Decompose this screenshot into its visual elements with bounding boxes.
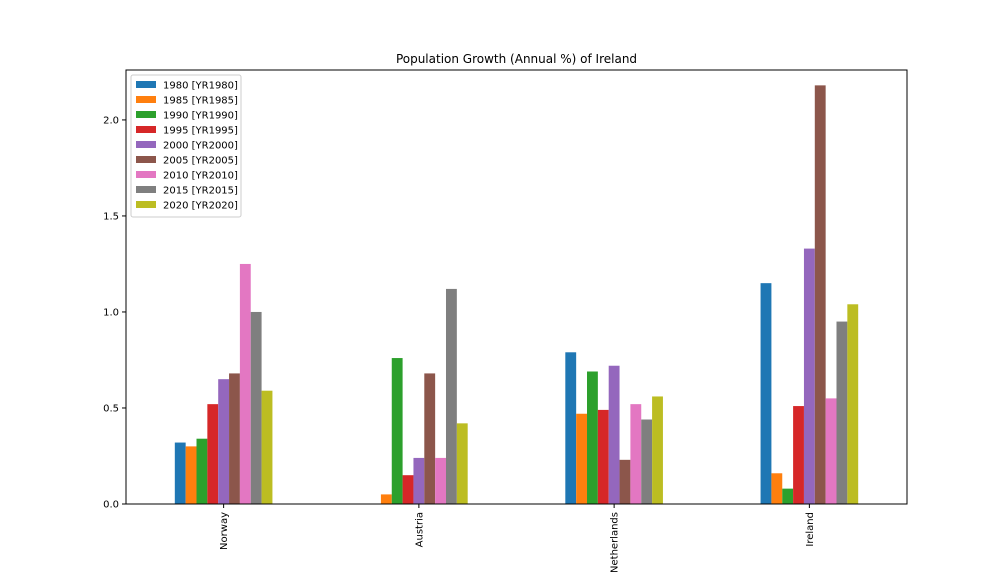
- bar-austria-2010: [435, 457, 446, 504]
- bar-ireland-2015: [836, 321, 848, 504]
- bar-austria-2015: [445, 288, 457, 504]
- legend-swatch: [136, 81, 156, 88]
- legend-swatch: [136, 141, 156, 148]
- bar-austria-2005: [424, 373, 436, 504]
- bar-norway-1990: [196, 438, 208, 504]
- bar-netherlands-1985: [576, 413, 588, 504]
- legend-swatch: [136, 186, 156, 193]
- x-axis: Norway Austria Netherlands Ireland: [219, 504, 816, 573]
- bar-norway-1980: [174, 442, 186, 504]
- bar-netherlands-1980: [565, 352, 577, 504]
- y-tick-label: 2.0: [103, 115, 119, 126]
- legend-label: 1985 [YR1985]: [163, 96, 238, 107]
- legend-swatch: [136, 126, 156, 133]
- bar-norway-1985: [185, 446, 197, 504]
- bar-norway-2010: [239, 263, 251, 504]
- x-tick-label: Norway: [219, 512, 230, 550]
- x-tick-label: Netherlands: [610, 512, 621, 573]
- legend-label: 2020 [YR2020]: [163, 201, 238, 212]
- bar-netherlands-1990: [587, 371, 598, 504]
- bar-netherlands-2000: [608, 365, 620, 504]
- y-tick-label: 0.5: [103, 403, 119, 414]
- bar-ireland-2010: [825, 398, 837, 504]
- legend-label: 2000 [YR2000]: [163, 141, 238, 152]
- bar-netherlands-1995: [597, 409, 609, 504]
- bar-norway-1995: [207, 404, 219, 504]
- bar-ireland-1995: [793, 406, 804, 504]
- bar-netherlands-2005: [619, 459, 631, 504]
- bar-norway-2005: [229, 373, 240, 504]
- y-tick-label: 1.0: [103, 307, 119, 318]
- legend: 1980 [YR1980] 1985 [YR1985] 1990 [YR1990] 1…: [130, 74, 242, 218]
- bar-netherlands-2015: [641, 419, 653, 504]
- bar-norway-2020: [261, 390, 273, 504]
- legend-swatch: [136, 201, 156, 208]
- bar-ireland-1980: [760, 283, 772, 504]
- legend-label: 2005 [YR2005]: [163, 156, 238, 167]
- legend-swatch: [136, 156, 156, 163]
- bar-ireland-2005: [814, 85, 826, 505]
- x-tick-label: Austria: [414, 512, 425, 547]
- bar-netherlands-2010: [630, 404, 642, 504]
- y-axis: 0.0 0.5 1.0 1.5 2.0: [103, 115, 126, 511]
- bar-austria-1995: [402, 475, 414, 504]
- bar-austria-2000: [413, 457, 425, 504]
- bar-ireland-2020: [847, 304, 859, 504]
- legend-box: [130, 74, 242, 218]
- legend-swatch: [136, 111, 156, 118]
- bar-austria-2020: [456, 423, 468, 504]
- bar-ireland-1985: [771, 473, 783, 504]
- bar-ireland-1990: [782, 488, 794, 504]
- bar-netherlands-2020: [652, 396, 663, 504]
- bar-norway-2015: [250, 311, 262, 504]
- y-tick-label: 1.5: [103, 211, 119, 222]
- bar-austria-1990: [391, 358, 403, 504]
- chart-title: Population Growth (Annual %) of Ireland: [396, 52, 637, 66]
- bar-ireland-2000: [803, 248, 815, 504]
- legend-label: 1980 [YR1980]: [163, 81, 238, 92]
- bar-norway-2000: [218, 379, 230, 504]
- legend-label: 1990 [YR1990]: [163, 111, 238, 122]
- legend-swatch: [136, 96, 156, 103]
- legend-label: 1995 [YR1995]: [163, 126, 238, 137]
- legend-swatch: [136, 171, 156, 178]
- bar-austria-1985: [380, 494, 392, 504]
- legend-label: 2010 [YR2010]: [163, 171, 238, 182]
- x-tick-label: Ireland: [805, 512, 816, 547]
- y-tick-label: 0.0: [103, 500, 119, 511]
- legend-label: 2015 [YR2015]: [163, 186, 238, 197]
- bars-layer: [174, 85, 859, 505]
- plot-frame: [125, 69, 908, 505]
